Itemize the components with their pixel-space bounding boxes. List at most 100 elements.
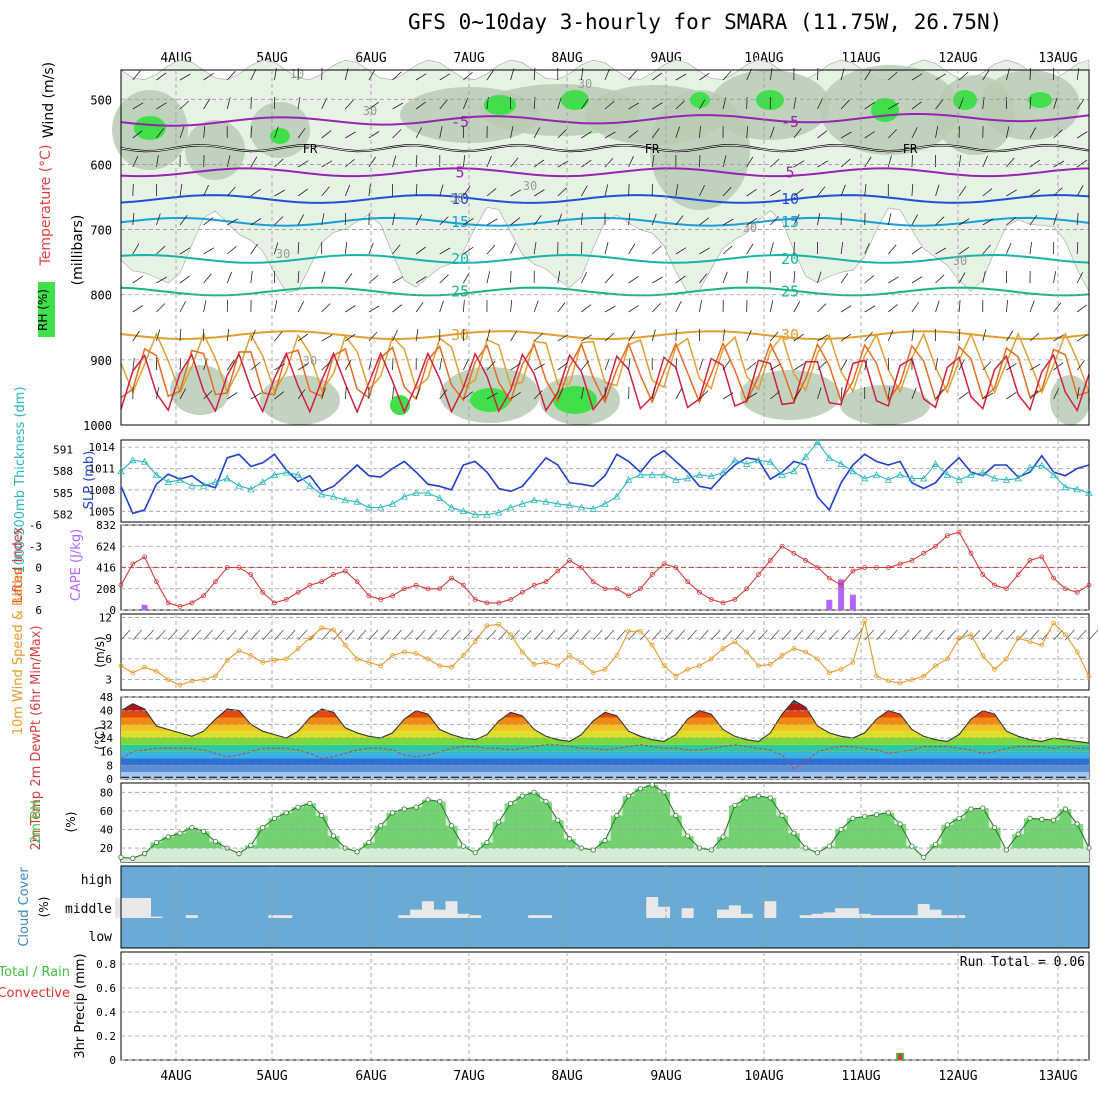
li-marker	[508, 596, 513, 602]
wind-barb	[911, 329, 914, 342]
wind10m-barb	[356, 629, 367, 641]
wind-barb	[179, 184, 183, 197]
rh2m-marker	[425, 797, 431, 803]
rh2m-marker	[1015, 831, 1021, 837]
wind10m-barb	[734, 629, 745, 641]
wind-barb	[911, 101, 922, 110]
wind-barb	[132, 243, 140, 255]
wind-marker	[248, 653, 254, 658]
wind10m-barb	[215, 629, 225, 641]
top-date-label: 12AUG	[938, 51, 977, 66]
wind-barb	[888, 102, 899, 110]
li-marker	[390, 593, 395, 599]
wind10m-barb	[404, 629, 414, 641]
wind-barb	[1006, 217, 1016, 226]
li-marker	[897, 561, 903, 567]
thickness-marker	[199, 481, 208, 489]
wind-barb	[463, 391, 474, 400]
wind-frame	[120, 613, 1090, 691]
wind10m-barb	[911, 629, 922, 641]
wind-marker	[342, 642, 348, 648]
thickness-marker	[790, 467, 798, 475]
wind10m-barb	[203, 629, 213, 641]
rh2m-fill	[150, 842, 163, 849]
wind-barb	[652, 102, 663, 110]
wind-barb	[510, 392, 521, 400]
freezing-level-label: FR	[303, 142, 318, 156]
thickness-marker	[306, 481, 314, 489]
cloud-category-label: low	[89, 930, 113, 945]
thickness-marker	[211, 478, 220, 485]
rh2m-fill	[386, 812, 399, 849]
wind-barb	[415, 329, 419, 342]
rh2m-marker	[1027, 815, 1033, 821]
li-marker	[578, 565, 584, 570]
wind-barb	[911, 73, 923, 81]
rh2m-fill	[870, 814, 883, 849]
wind10m-barb	[569, 629, 579, 641]
wind-barb	[463, 185, 471, 197]
thickness-marker	[329, 492, 338, 500]
li-marker	[189, 600, 195, 606]
wind-barb	[1029, 300, 1035, 313]
wind-barb	[675, 275, 686, 284]
wind-barb	[297, 188, 309, 197]
wind10m-barb	[722, 629, 733, 641]
wind-barb	[321, 160, 333, 168]
wind10m-barb	[557, 629, 568, 641]
precip-convective-bar	[898, 1053, 903, 1060]
li-marker	[590, 579, 596, 585]
wind-barb	[935, 300, 940, 313]
wind-barb	[179, 215, 188, 226]
wind-barb	[958, 391, 970, 400]
wind-marker	[567, 653, 572, 658]
rh-high-area	[953, 90, 977, 110]
wind-barb	[628, 155, 634, 168]
temp-contour-label: 25	[781, 282, 799, 300]
upper-air-ylabel: (millibars)	[70, 215, 86, 286]
cloud-middle-bar	[658, 906, 671, 918]
li-marker	[661, 561, 667, 567]
bottom-date-label: 11AUG	[841, 1069, 880, 1084]
rh2m-marker	[673, 812, 679, 819]
wind-barb	[344, 184, 351, 197]
cloud-middle-bar	[398, 915, 411, 918]
wind-barb	[911, 183, 914, 197]
thickness-marker	[601, 500, 609, 507]
thickness-marker	[931, 460, 940, 467]
li-marker	[1074, 589, 1080, 595]
wind-barb	[769, 300, 774, 313]
li-marker	[201, 593, 207, 599]
wind-marker	[366, 659, 372, 665]
wind10m-barb	[781, 629, 792, 641]
thickness-marker	[400, 492, 408, 500]
cloud-middle-bar	[740, 913, 753, 918]
wind-barb	[203, 390, 213, 400]
thickness-axis-label: 1000-500mb Thickness (dm)	[13, 386, 28, 573]
thickness-marker	[518, 500, 527, 507]
bottom-date-label: 7AUG	[453, 1069, 484, 1084]
thickness-marker	[554, 500, 562, 507]
rh2m-area	[121, 784, 1089, 862]
wind-barb	[628, 70, 637, 81]
wind-barb	[675, 301, 682, 313]
cloud-category-label: high	[81, 873, 112, 888]
wind-barb	[156, 155, 159, 168]
wind-barb	[415, 154, 418, 168]
wind-barb	[935, 274, 945, 284]
wind-barb	[699, 185, 705, 197]
rh2m-fill	[752, 796, 765, 849]
thickness-marker	[117, 467, 125, 475]
wind-barb	[1029, 159, 1041, 168]
wind-barb	[463, 71, 473, 81]
wind10m-barb	[923, 629, 934, 641]
wind-barb	[817, 271, 822, 284]
li-marker	[673, 565, 679, 570]
cape-bar	[838, 579, 845, 610]
temp-contour-label: -5	[781, 113, 799, 131]
temp-band	[121, 700, 1089, 704]
wind-barb	[392, 244, 401, 255]
li-marker	[992, 582, 997, 588]
wind-barb	[604, 131, 616, 139]
